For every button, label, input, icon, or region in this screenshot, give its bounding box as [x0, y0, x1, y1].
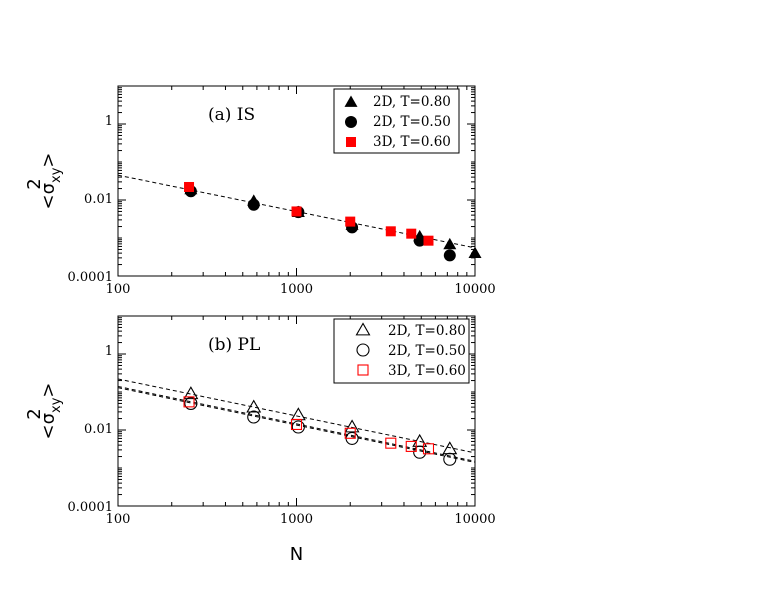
data-point	[413, 234, 426, 247]
data-point	[290, 418, 303, 430]
panel-b-ylabel-sup: 2	[24, 408, 45, 419]
panel-b-ytick-label: 0.0001	[68, 500, 114, 515]
panel-a-legend-entry-label: 3D, T=0.60	[373, 134, 451, 150]
panel-b-ytick-label: 1	[105, 344, 113, 359]
svg-text:<σxy>: <σxy>	[38, 383, 64, 440]
panel-a-legend-entry-label: 2D, T=0.80	[373, 94, 451, 110]
panel-a-points	[184, 181, 482, 262]
data-point	[422, 443, 435, 455]
data-point	[184, 396, 198, 410]
legend-marker	[356, 343, 370, 357]
data-point	[184, 181, 195, 192]
panel-a-ylabel-sup: 2	[24, 178, 45, 189]
legend-marker	[357, 364, 369, 376]
panel-a-ylabel-close: >	[38, 153, 59, 168]
panel-a-xtick-label: 100	[106, 282, 131, 297]
data-point	[183, 386, 199, 400]
fit-line	[117, 387, 476, 463]
svg-text:<σxy>: <σxy>	[38, 153, 64, 210]
fit-line	[117, 378, 476, 454]
data-point	[344, 427, 356, 439]
panel-a-xtick-label: 10000	[454, 282, 495, 297]
legend-marker	[345, 116, 357, 128]
panel-b-ytick-label: 0.01	[84, 422, 113, 437]
panel-b-legend-markers	[355, 322, 371, 376]
panel-b: (b) PL 0.0001 0.01 1 100 1000 10000 <σxy…	[24, 315, 496, 527]
legend-marker	[346, 137, 356, 147]
panel-a-ticks	[117, 85, 476, 277]
panel-a-ytick-label: 0.01	[84, 192, 113, 207]
data-point	[344, 419, 360, 433]
panel-b-legend-entry-label: 2D, T=0.80	[388, 323, 466, 339]
data-point	[413, 445, 427, 459]
data-point	[247, 198, 260, 211]
data-point	[183, 396, 195, 408]
panel-b-points	[183, 386, 458, 466]
panel-a-ylabel-sub: xy	[49, 167, 64, 183]
panel-b-xtick-label: 10000	[454, 512, 495, 527]
panel-b-legend-entry-label: 2D, T=0.50	[388, 343, 466, 359]
panel-a-ytick-label: 0.0001	[68, 270, 114, 285]
legend-marker	[344, 95, 358, 107]
panel-b-label: (b) PL	[208, 335, 260, 355]
panel-b-fit-lines	[117, 378, 476, 463]
panel-a: (a) IS 0.0001 0.01 1 100 1000 10000 <σxy…	[24, 85, 496, 297]
panel-b-ylabel-main: <σ	[38, 413, 59, 440]
data-point	[423, 235, 434, 246]
data-point	[246, 399, 262, 413]
data-point	[406, 228, 417, 239]
panel-b-legend-box	[333, 318, 470, 384]
panel-a-label: (a) IS	[208, 105, 255, 125]
data-point	[443, 249, 456, 262]
panel-a-ytick-label: 1	[105, 114, 113, 129]
panel-b-xtick-label: 100	[106, 512, 131, 527]
panel-b-legend: 2D, T=0.80 2D, T=0.50 3D, T=0.60	[333, 318, 470, 384]
data-point	[291, 206, 302, 217]
panel-a-xtick-label: 1000	[280, 282, 313, 297]
panel-b-ylabel-close: >	[38, 383, 59, 398]
panel-a-ylabel: <σxy> 2	[24, 153, 64, 210]
data-point	[443, 237, 457, 250]
panel-a-legend: 2D, T=0.80 2D, T=0.50 3D, T=0.60	[333, 88, 460, 154]
panel-b-xtick-label: 1000	[280, 512, 313, 527]
panel-b-legend-entry-label: 3D, T=0.60	[388, 363, 466, 379]
data-point	[290, 407, 306, 421]
panel-b-ylabel: <σxy> 2	[24, 383, 64, 440]
data-point	[385, 226, 396, 237]
data-point	[291, 420, 305, 434]
panel-a-legend-markers	[344, 95, 358, 147]
fit-line	[117, 385, 476, 462]
data-point	[385, 437, 397, 449]
data-point	[345, 216, 356, 227]
legend-marker	[355, 322, 371, 336]
x-axis-title: N	[290, 544, 303, 565]
panel-b-ticks	[117, 315, 476, 507]
data-point	[443, 452, 457, 466]
data-point	[405, 440, 417, 452]
data-point	[247, 410, 261, 424]
data-point	[468, 246, 482, 258]
panel-b-ylabel-sub: xy	[49, 397, 64, 413]
panel-a-ylabel-main: <σ	[38, 183, 59, 210]
panel-a-legend-entry-label: 2D, T=0.50	[373, 114, 451, 130]
